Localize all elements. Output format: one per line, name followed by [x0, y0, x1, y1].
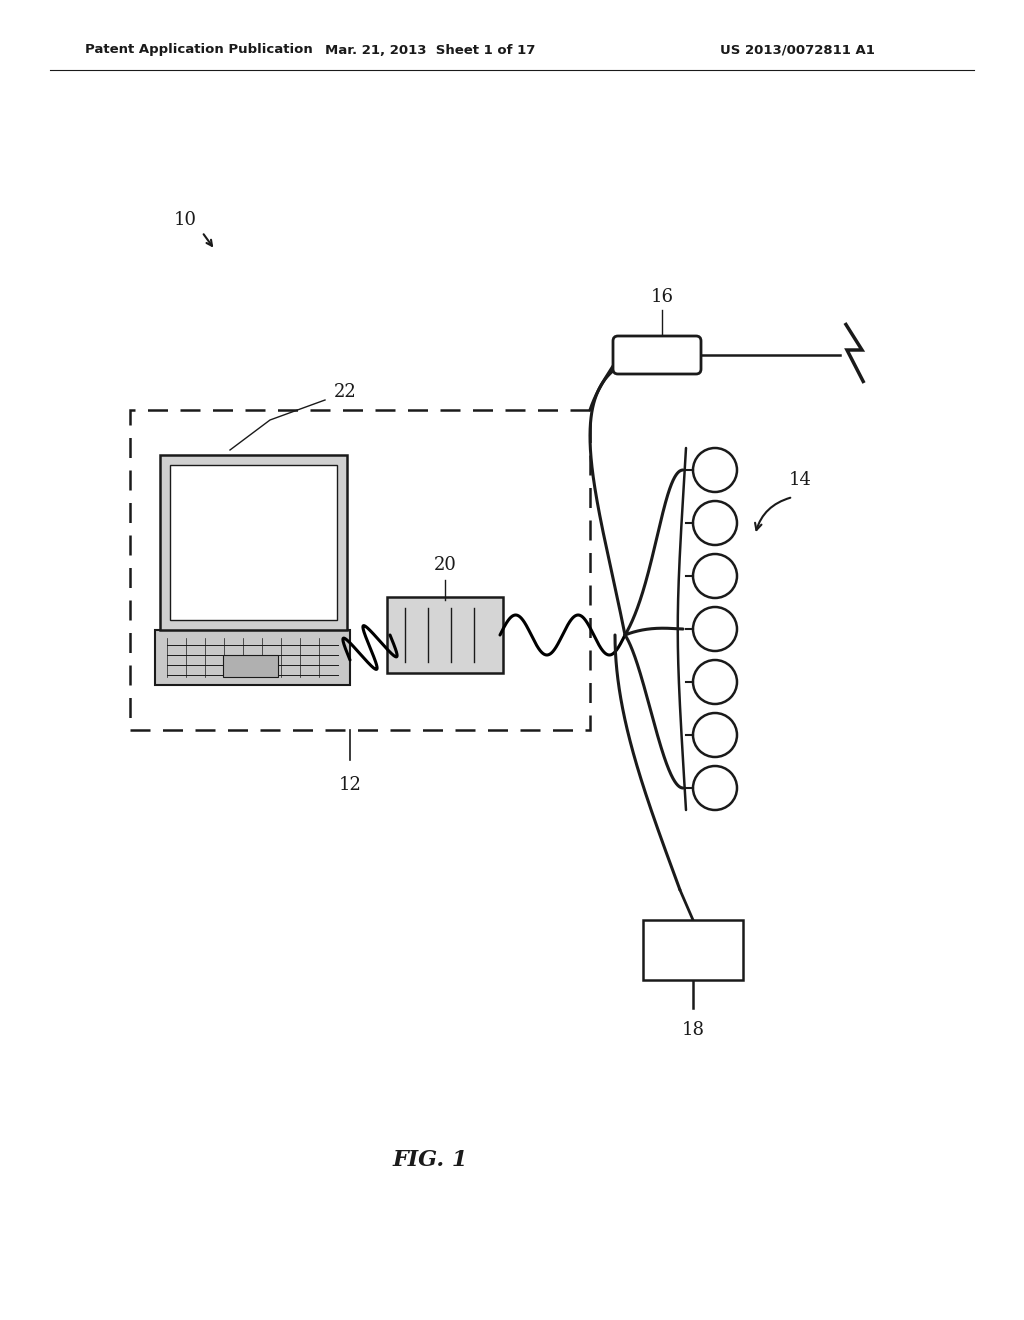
Text: 12: 12 — [339, 776, 361, 795]
Bar — [223, 655, 278, 677]
Text: 16: 16 — [650, 288, 674, 306]
Bar — [643, 920, 743, 979]
Text: 10: 10 — [173, 211, 197, 228]
Bar — [170, 465, 337, 620]
Text: 22: 22 — [334, 383, 356, 401]
Text: US 2013/0072811 A1: US 2013/0072811 A1 — [720, 44, 874, 57]
Text: Patent Application Publication: Patent Application Publication — [85, 44, 312, 57]
Text: FIG. 1: FIG. 1 — [392, 1148, 468, 1171]
FancyBboxPatch shape — [613, 337, 701, 374]
Text: 20: 20 — [433, 556, 457, 574]
FancyBboxPatch shape — [387, 597, 503, 673]
Bar — [130, 411, 590, 730]
Text: 18: 18 — [682, 1020, 705, 1039]
Polygon shape — [155, 630, 350, 685]
Text: Mar. 21, 2013  Sheet 1 of 17: Mar. 21, 2013 Sheet 1 of 17 — [325, 44, 536, 57]
Bar — [160, 455, 347, 630]
Text: 14: 14 — [788, 471, 811, 488]
